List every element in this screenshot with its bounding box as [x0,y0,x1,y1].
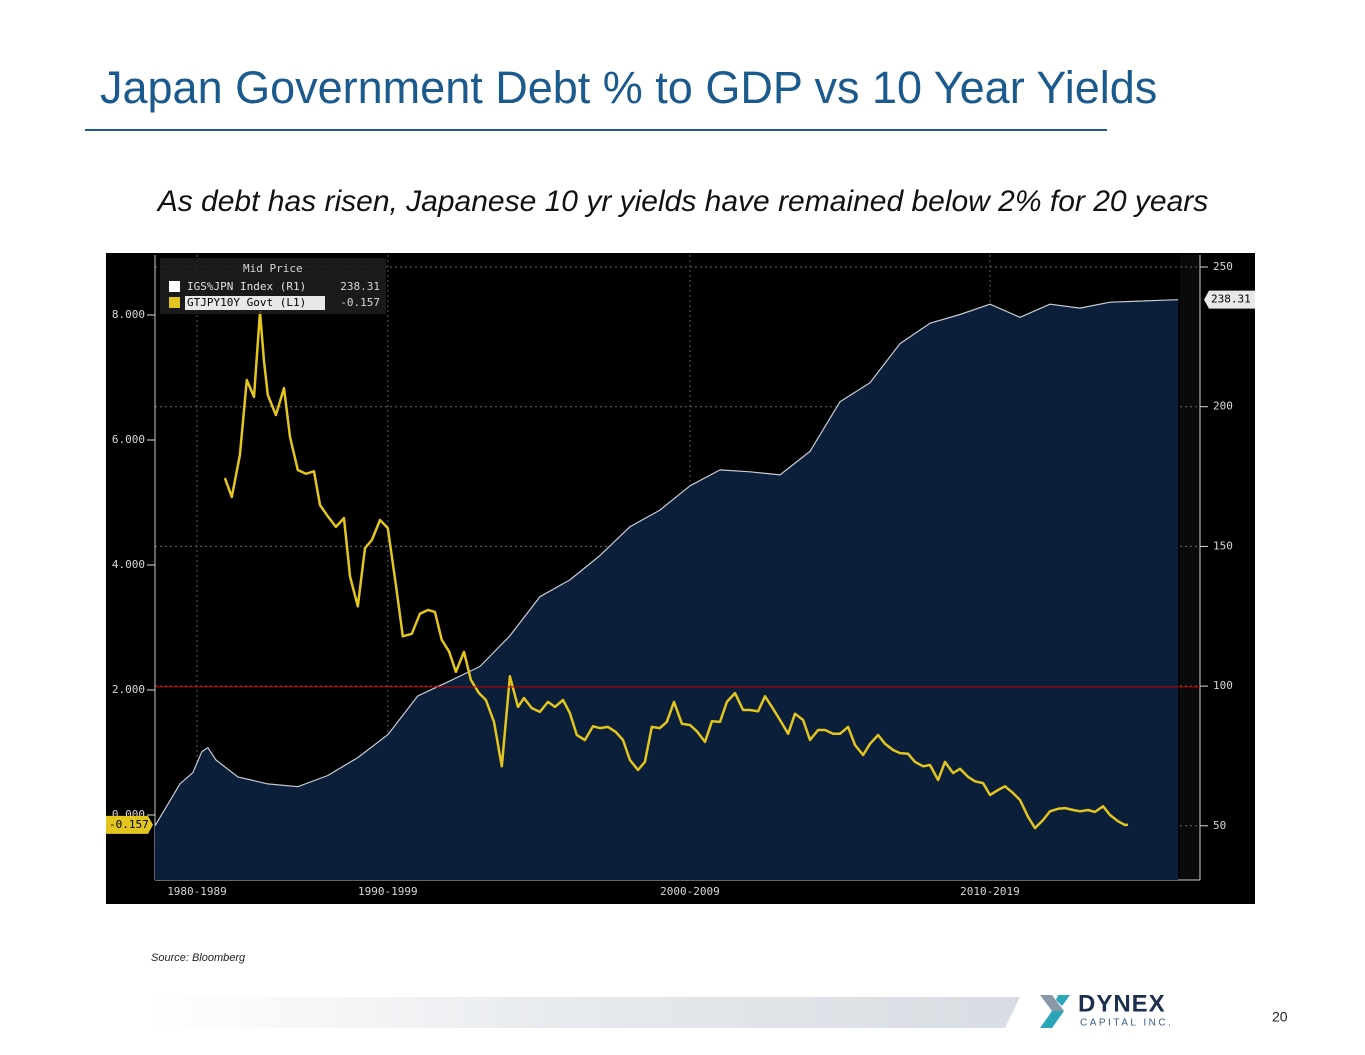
logo-mark [1056,995,1070,1006]
legend-value: -0.157 [340,296,380,309]
logo-subtext: CAPITAL INC. [1080,1018,1173,1029]
value-tag [106,815,153,834]
title-rule [85,129,1107,131]
value-tag [1204,290,1255,309]
y-tick-label: 2.000 [112,683,145,696]
x-tick-label: 1980-1989 [167,885,227,898]
slide-subtitle: As debt has risen, Japanese 10 yr yields… [157,185,1209,218]
legend-title: Mid Price [243,262,303,275]
area [155,299,1179,880]
value-tag-label: 238.31 [1211,293,1251,306]
x-tick-label: 2000-2009 [660,885,720,898]
y-tick-label: 8.000 [112,308,145,321]
page-number: 20 [1272,1009,1288,1025]
logo-text: DYNEX [1078,990,1166,1017]
logo-mark [1040,1011,1064,1028]
x-tick-label: 2010-2019 [960,885,1020,898]
y2-tick-label: 50 [1213,819,1226,832]
y2-tick-label: 100 [1213,679,1233,692]
legend-label: IGS%JPN Index (R1) [187,280,306,293]
value-tag-label: -0.157 [109,818,149,831]
forecast-band [1180,255,1200,880]
legend-highlight [185,296,325,310]
y2-tick-label: 150 [1213,539,1233,552]
y2-tick-label: 200 [1213,400,1233,413]
line [154,299,1179,827]
line [223,310,1129,830]
legend-value: 238.31 [340,280,380,293]
footer-bar [150,997,1020,1028]
legend-label: GTJPY10Y Govt (L1) [187,296,306,309]
slide-title: Japan Government Debt % to GDP vs 10 Yea… [100,62,1158,113]
y-tick-label: 6.000 [112,433,145,446]
y2-tick-label: 250 [1213,260,1233,273]
legend-swatch [169,297,180,308]
y-tick-label: 4.000 [112,558,145,571]
logo-mark [1040,995,1064,1011]
x-tick-label: 1990-1999 [358,885,418,898]
legend-swatch [169,281,180,292]
source-note: Source: Bloomberg [151,952,246,964]
